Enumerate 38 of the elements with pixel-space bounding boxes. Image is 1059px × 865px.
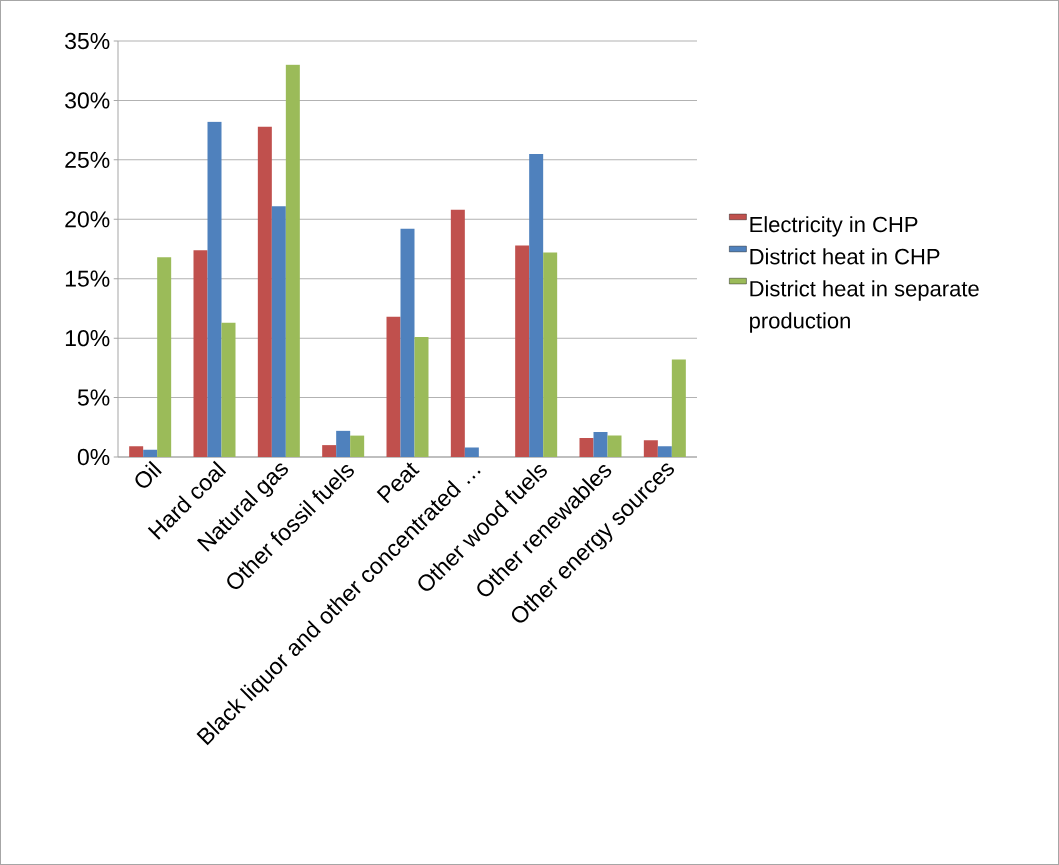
bar: [671, 359, 686, 457]
bar: [143, 449, 158, 457]
bar: [271, 206, 286, 457]
y-tick-label: 15%: [65, 270, 110, 287]
bar: [464, 447, 479, 457]
y-tick-label: 25%: [65, 151, 110, 168]
bar: [221, 322, 236, 457]
bar: [543, 252, 558, 457]
bar: [657, 446, 672, 457]
bar: [257, 126, 272, 457]
bar: [157, 257, 172, 457]
y-tick-label: 0%: [77, 448, 110, 466]
bar: [322, 445, 337, 457]
bar: [336, 430, 351, 457]
bar: [129, 446, 144, 457]
y-tick-label: 20%: [65, 211, 110, 228]
bar: [386, 316, 401, 457]
bar: [414, 336, 429, 457]
legend-label: District heat in separate production: [750, 280, 979, 333]
bar: [207, 121, 222, 457]
bar: [593, 432, 608, 457]
x-tick-label: Oil: [135, 460, 162, 488]
bar: [350, 435, 365, 457]
bar: [579, 437, 594, 457]
y-tick-label: 35%: [65, 32, 110, 50]
bar: [529, 153, 544, 457]
y-tick-label: 30%: [65, 92, 110, 109]
y-tick-label: 5%: [77, 389, 110, 406]
legend-label: District heat in CHP: [750, 248, 940, 265]
bar: [607, 435, 622, 457]
bar: [400, 228, 415, 457]
bar: [515, 245, 530, 457]
bar: [643, 440, 658, 457]
y-tick-label: 10%: [65, 330, 110, 347]
legend-label: Electricity in CHP: [750, 216, 918, 237]
bar: [450, 209, 465, 457]
bar: [193, 250, 208, 457]
bar: [285, 64, 300, 457]
